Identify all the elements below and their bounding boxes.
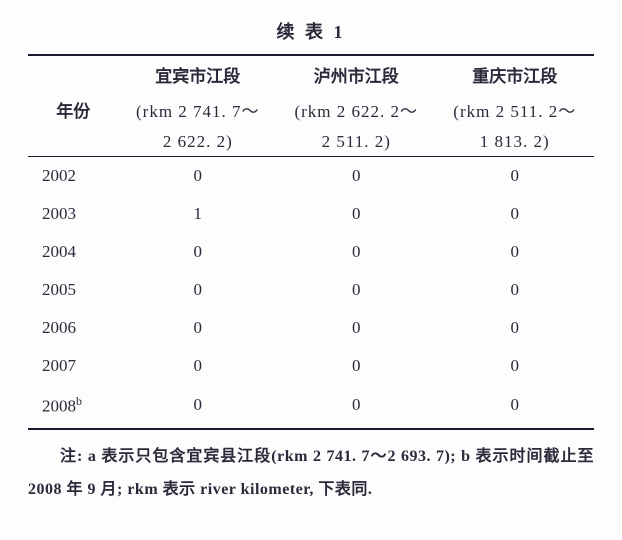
value-cell: 0	[119, 309, 277, 347]
value-cell: 0	[277, 195, 435, 233]
year-cell: 2005	[28, 271, 119, 309]
year-cell: 2007	[28, 347, 119, 385]
value-cell: 0	[119, 347, 277, 385]
footnote: 注: a 表示只包含宜宾县江段(rkm 2 741. 7～2 693. 7); …	[28, 430, 594, 507]
value-cell: 0	[119, 157, 277, 196]
year-cell: 2006	[28, 309, 119, 347]
col3-rkm2: 1 813. 2)	[435, 126, 594, 156]
col1-rkm1: (rkm 2 741. 7～	[119, 91, 277, 126]
year-cell: 2003	[28, 195, 119, 233]
year-cell: 2002	[28, 157, 119, 196]
table-row: 2002000	[28, 157, 594, 196]
col1-rkm2: 2 622. 2)	[119, 126, 277, 156]
table-row: 2005000	[28, 271, 594, 309]
value-cell: 0	[119, 271, 277, 309]
value-cell: 1	[119, 195, 277, 233]
value-cell: 0	[119, 385, 277, 429]
col2-name: 泸州市江段	[277, 55, 435, 91]
value-cell: 0	[435, 309, 594, 347]
year-cell: 2004	[28, 233, 119, 271]
table-row: 2008b000	[28, 385, 594, 429]
col1-name: 宜宾市江段	[119, 55, 277, 91]
value-cell: 0	[277, 309, 435, 347]
col3-name: 重庆市江段	[435, 55, 594, 91]
value-cell: 0	[435, 195, 594, 233]
value-cell: 0	[435, 157, 594, 196]
col2-rkm2: 2 511. 2)	[277, 126, 435, 156]
value-cell: 0	[119, 233, 277, 271]
data-table: 宜宾市江段 泸州市江段 重庆市江段 年份 (rkm 2 741. 7～ (rkm…	[28, 54, 594, 430]
value-cell: 0	[277, 385, 435, 429]
table-row: 2007000	[28, 347, 594, 385]
table-title: 续 表 1	[28, 18, 594, 44]
value-cell: 0	[435, 271, 594, 309]
col3-rkm1: (rkm 2 511. 2～	[435, 91, 594, 126]
value-cell: 0	[435, 233, 594, 271]
col2-rkm1: (rkm 2 622. 2～	[277, 91, 435, 126]
table-row: 2004000	[28, 233, 594, 271]
year-header: 年份	[28, 91, 119, 126]
year-cell: 2008b	[28, 385, 119, 429]
value-cell: 0	[277, 233, 435, 271]
value-cell: 0	[277, 271, 435, 309]
table-row: 2003100	[28, 195, 594, 233]
value-cell: 0	[435, 385, 594, 429]
value-cell: 0	[277, 157, 435, 196]
value-cell: 0	[277, 347, 435, 385]
table-row: 2006000	[28, 309, 594, 347]
value-cell: 0	[435, 347, 594, 385]
